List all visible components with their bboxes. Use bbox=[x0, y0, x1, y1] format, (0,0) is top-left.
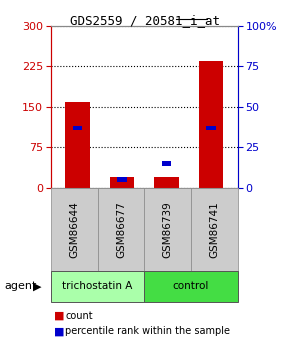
Bar bbox=[154, 177, 179, 188]
Bar bbox=[110, 177, 134, 188]
Text: GSM86677: GSM86677 bbox=[116, 201, 126, 258]
Text: trichostatin A: trichostatin A bbox=[62, 282, 133, 291]
Bar bbox=[199, 61, 223, 188]
Bar bbox=[65, 101, 90, 188]
Text: GSM86739: GSM86739 bbox=[163, 201, 173, 258]
Text: percentile rank within the sample: percentile rank within the sample bbox=[65, 326, 230, 336]
Text: GDS2559 / 20581_i_at: GDS2559 / 20581_i_at bbox=[70, 14, 220, 27]
Bar bbox=[162, 161, 171, 166]
Text: GSM86741: GSM86741 bbox=[209, 201, 220, 258]
Text: ■: ■ bbox=[54, 326, 64, 336]
Bar bbox=[72, 126, 82, 130]
Text: count: count bbox=[65, 311, 93, 321]
Text: agent: agent bbox=[4, 282, 37, 291]
Text: ▶: ▶ bbox=[33, 282, 42, 291]
Text: GSM86644: GSM86644 bbox=[69, 201, 79, 258]
Bar bbox=[117, 177, 127, 183]
Text: ■: ■ bbox=[54, 311, 64, 321]
Text: control: control bbox=[173, 282, 209, 291]
Bar bbox=[206, 126, 216, 130]
